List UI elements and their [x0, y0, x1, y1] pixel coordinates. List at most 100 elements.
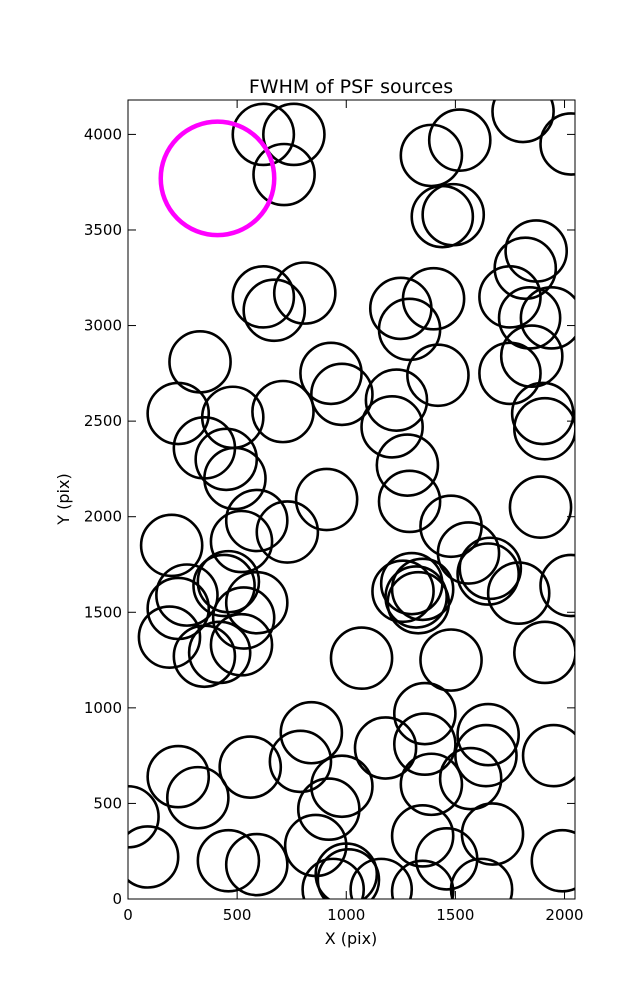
psf-source-circle — [155, 563, 219, 627]
psf-source-circle — [478, 341, 542, 406]
psf-source-circle — [427, 108, 492, 173]
psf-source-circle — [314, 842, 379, 899]
x-tick-label: 2000 — [545, 906, 583, 924]
psf-source-circle — [390, 804, 455, 868]
psf-source-circle — [231, 265, 296, 329]
x-tick-label: 1000 — [327, 906, 365, 924]
psf-source-circle — [454, 723, 518, 788]
reference-fwhm-circle — [158, 119, 277, 238]
psf-source-circle — [375, 433, 440, 497]
psf-source-circle — [224, 488, 289, 553]
psf-source-circle — [203, 446, 267, 511]
x-axis-label: X (pix) — [325, 929, 378, 948]
psf-source-circle — [539, 112, 575, 176]
psf-source-circle — [137, 605, 202, 669]
psf-source-circle — [349, 857, 414, 899]
x-tick-label: 500 — [223, 906, 252, 924]
psf-source-circle — [508, 475, 573, 540]
psf-source-circle — [456, 702, 520, 767]
psf-source-circle — [377, 469, 442, 534]
psf-source-circle — [449, 857, 514, 899]
y-tick-label: 1500 — [84, 603, 122, 621]
psf-source-circle — [296, 777, 361, 842]
psf-source-circle — [146, 744, 211, 809]
x-tick-label: 1500 — [436, 906, 474, 924]
psf-source-circle — [513, 396, 575, 461]
y-axis-label: Y (pix) — [54, 473, 73, 525]
psf-source-circle — [294, 467, 359, 532]
psf-source-circle — [299, 341, 363, 406]
psf-source-circle — [268, 729, 333, 794]
psf-source-circle — [310, 362, 374, 427]
psf-source-circle — [390, 859, 455, 899]
psf-source-circle — [392, 712, 457, 777]
psf-source-circle — [521, 723, 575, 788]
psf-source-circle — [316, 848, 381, 899]
psf-source-circle — [438, 746, 503, 811]
psf-source-circle — [211, 586, 276, 650]
psf-source-circle — [301, 857, 366, 899]
psf-source-circle — [456, 542, 520, 606]
psf-source-circle — [486, 561, 551, 626]
psf-source-circle — [310, 754, 374, 819]
psf-source-circle — [478, 265, 542, 329]
psf-source-circle — [128, 825, 180, 889]
psf-source-circle — [196, 828, 261, 893]
psf-source-circle — [187, 620, 252, 685]
psf-source-circle — [458, 536, 523, 601]
psf-source-circle — [386, 570, 451, 635]
psf-source-circle — [209, 509, 274, 574]
psf-source-circle — [399, 123, 464, 188]
y-tick-label: 3000 — [84, 317, 122, 335]
y-tick-label: 1000 — [84, 699, 122, 717]
psf-source-circle — [401, 266, 466, 331]
psf-source-circle — [436, 521, 501, 585]
psf-source-circle — [419, 628, 483, 692]
psf-source-circle — [353, 716, 418, 780]
psf-source-circle — [406, 343, 470, 408]
psf-source-circle — [242, 278, 307, 343]
y-tick-label: 2000 — [84, 508, 122, 526]
psf-source-circle — [499, 324, 564, 389]
psf-source-circle — [251, 379, 315, 444]
psf-source-circle — [218, 735, 283, 799]
psf-source-circle — [392, 681, 457, 746]
psf-source-circle — [539, 553, 575, 618]
psf-source-circle — [360, 394, 424, 459]
psf-source-circle — [262, 102, 326, 167]
axes: 0 500 1000 1500 2000 0 500 1000 1500 2000 2500 3000… — [84, 99, 584, 924]
y-tick-label: 3500 — [84, 221, 122, 239]
psf-source-circle — [255, 500, 320, 564]
psf-source-circle — [513, 620, 575, 685]
psf-source-circle — [272, 261, 337, 325]
psf-source-circle — [139, 513, 204, 578]
psf-source-circle — [491, 100, 555, 144]
x-tick-label: 0 — [123, 906, 133, 924]
psf-source-circle — [460, 802, 525, 866]
data-points — [128, 100, 575, 899]
psf-source-circle — [146, 381, 211, 446]
y-tick-label: 2500 — [84, 412, 122, 430]
chart-title: FWHM of PSF sources — [249, 76, 453, 98]
psf-source-circle — [194, 427, 259, 492]
psf-source-circle — [224, 570, 289, 635]
psf-source-circle — [192, 553, 256, 618]
y-tick-label: 500 — [93, 794, 122, 812]
psf-source-circle — [279, 700, 344, 765]
psf-source-circle — [519, 286, 575, 350]
y-tick-label: 0 — [112, 890, 122, 908]
y-tick-label: 4000 — [84, 125, 122, 143]
psf-source-circle — [493, 236, 558, 301]
psf-source-circle — [371, 559, 435, 624]
psf-source-circle — [364, 368, 429, 432]
psf-source-circle — [530, 828, 575, 893]
psf-source-circle — [399, 752, 464, 817]
psf-source-circle — [421, 182, 486, 247]
psf-source-circle — [231, 102, 296, 167]
psf-source-circle — [252, 142, 316, 207]
psf-source-circle — [224, 832, 289, 897]
plot-frame — [127, 99, 576, 900]
psf-source-circle — [510, 381, 575, 446]
